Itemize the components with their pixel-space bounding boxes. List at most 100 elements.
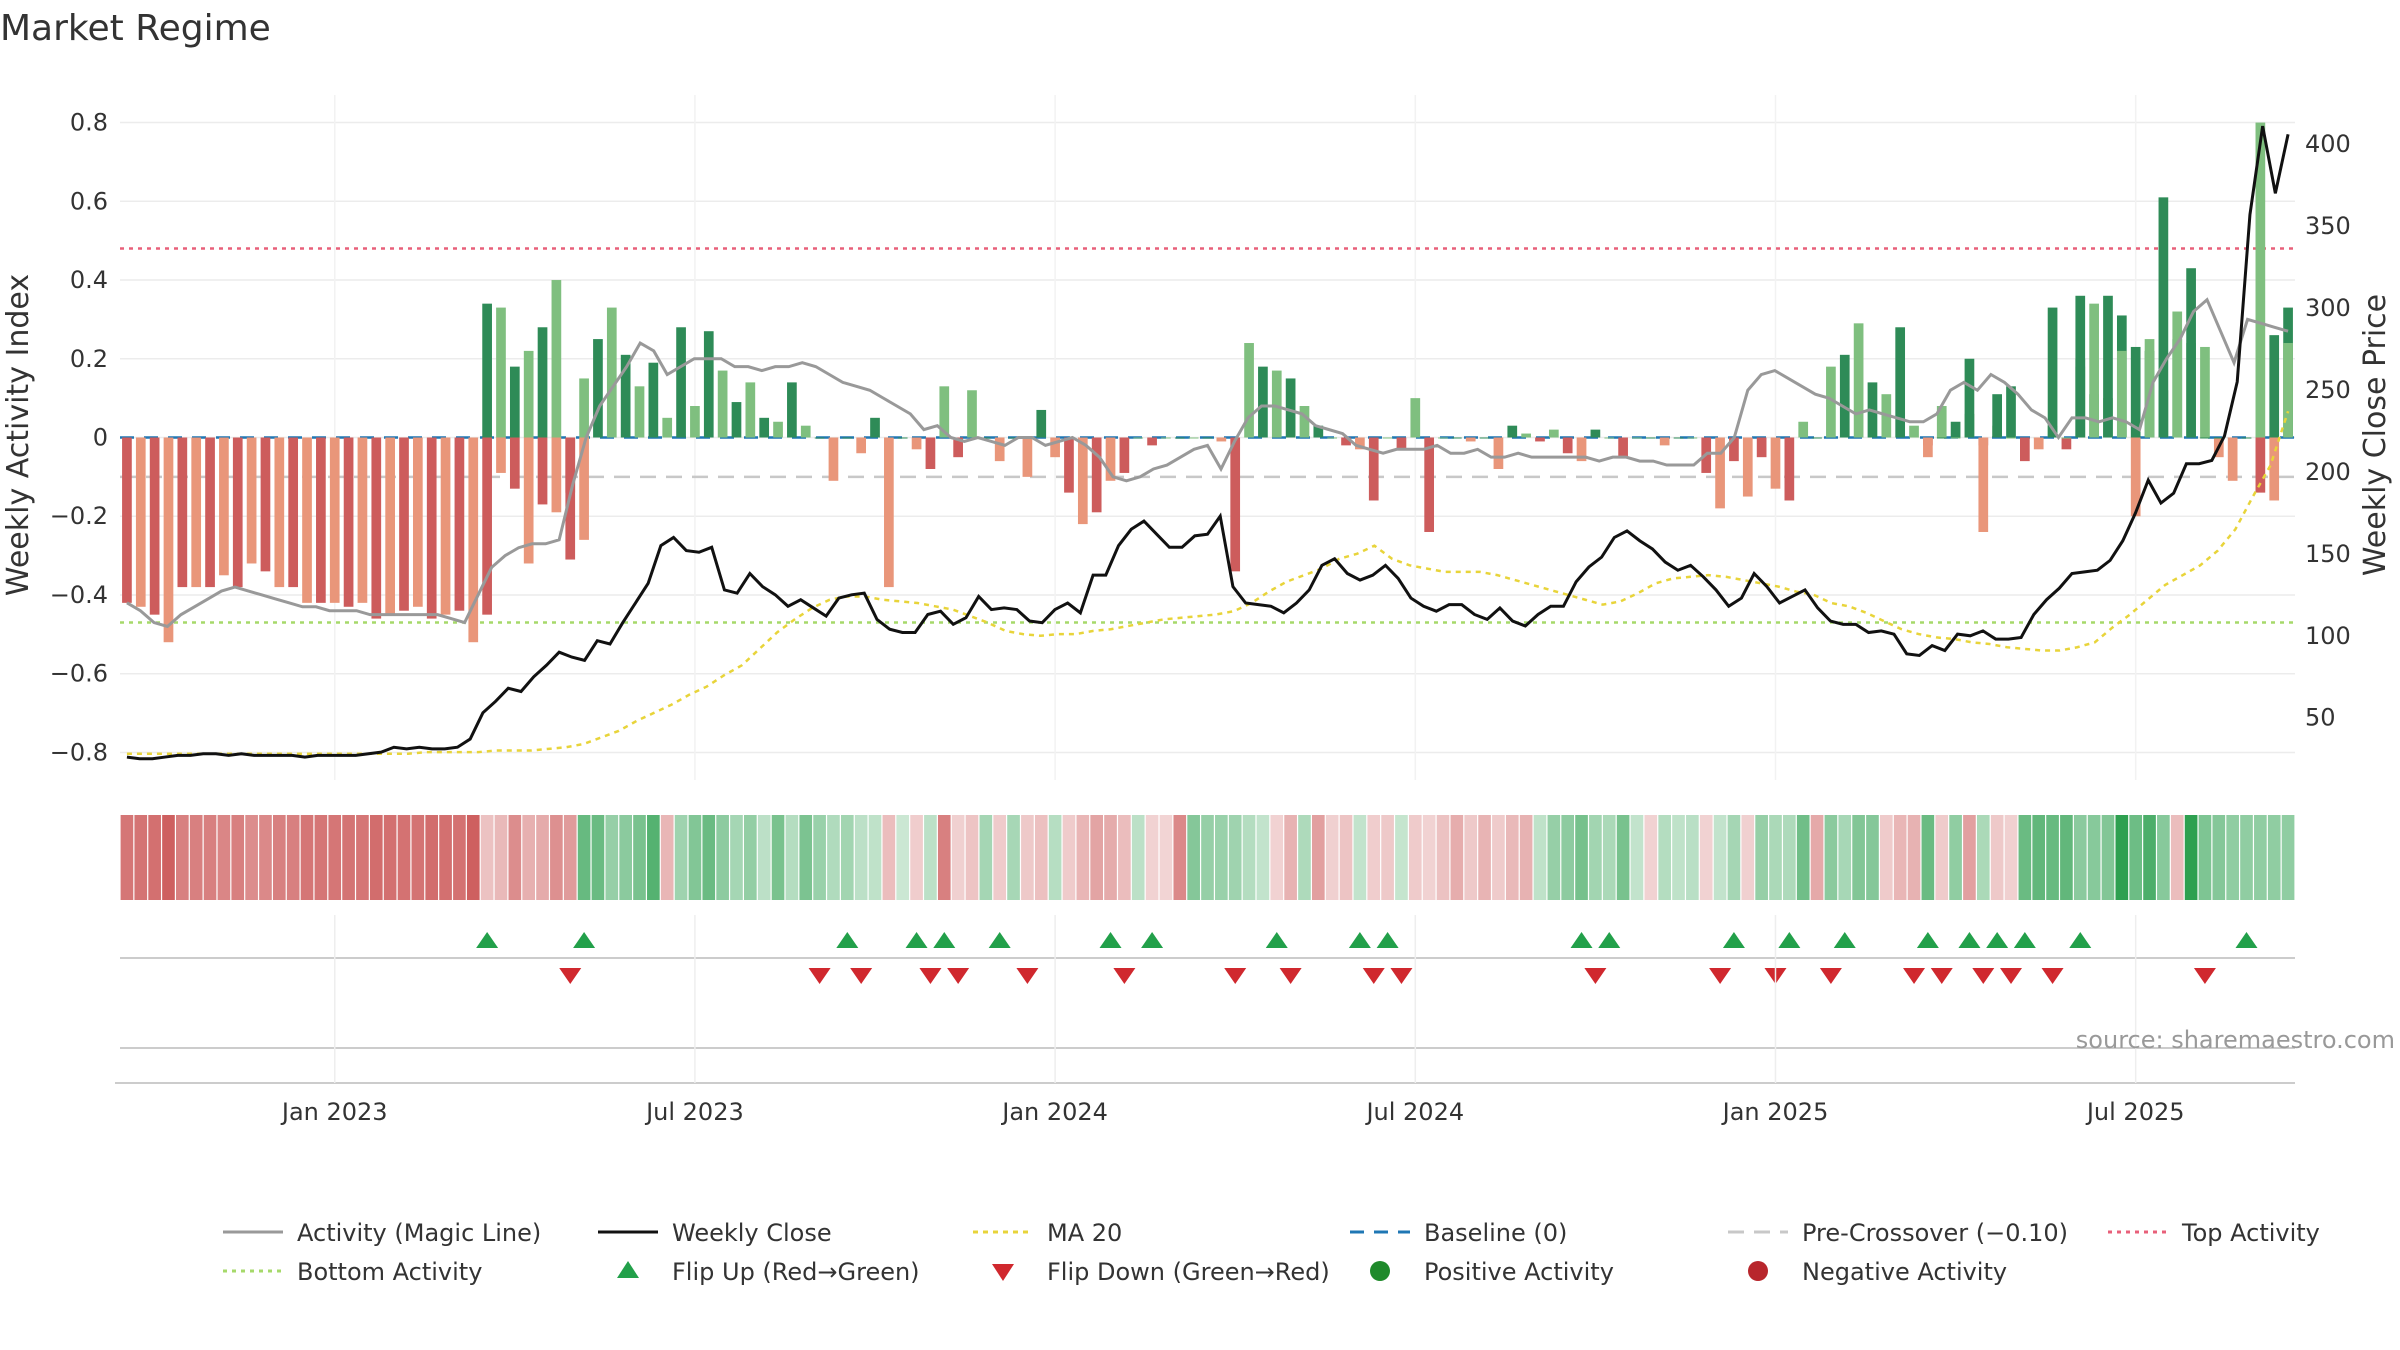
activity-bar [2255, 437, 2266, 493]
regime-cell [1879, 815, 1893, 900]
regime-cell [2143, 815, 2156, 900]
y2-tick-label: 50 [2305, 704, 2336, 732]
flip-down-marker [850, 968, 873, 984]
activity-bar [1368, 437, 1379, 501]
legend-item-flipdown: Flip Down (Green→Red) [992, 1258, 1330, 1286]
ma20-line [126, 410, 2290, 756]
activity-bar [163, 437, 174, 643]
activity-bar [1133, 437, 1144, 439]
activity-bar [2227, 437, 2238, 481]
activity-bar [2144, 339, 2155, 438]
flip-down-marker [1016, 968, 1039, 984]
legend-item-top: Top Activity [2108, 1219, 2320, 1247]
activity-bar [2061, 437, 2072, 450]
regime-cell [2129, 815, 2143, 900]
regime-cell [217, 815, 231, 900]
regime-cell [1021, 815, 1034, 900]
y-tick-label: 0.4 [70, 266, 108, 294]
regime-cell [286, 815, 300, 900]
activity-bar [1632, 437, 1642, 439]
regime-cell [1159, 815, 1173, 900]
regime-cell [1118, 815, 1131, 900]
regime-cell [1422, 815, 1436, 900]
activity-bar [1839, 354, 1850, 438]
regime-cell [2115, 815, 2129, 900]
x-tick-label: Jan 2023 [280, 1098, 388, 1126]
activity-bar [1091, 437, 1102, 513]
regime-cell [771, 815, 785, 900]
activity-bar [454, 437, 465, 611]
regime-cell [1090, 815, 1103, 900]
regime-cell [1963, 815, 1976, 900]
activity-bar [1244, 343, 1254, 438]
activity-bar [579, 378, 589, 438]
flip-down-marker [2041, 968, 2064, 984]
regime-cell [2046, 815, 2059, 900]
flip-up-marker [1099, 932, 1122, 948]
activity-bar [2020, 437, 2030, 462]
regime-cell [2087, 815, 2101, 900]
legend-item-pos: Positive Activity [1370, 1258, 1614, 1286]
regime-cell [1796, 815, 1810, 900]
flip-markers [120, 932, 2295, 984]
legend-item-bottom: Bottom Activity [223, 1258, 482, 1286]
activity-bar [828, 437, 839, 481]
y2-tick-label: 300 [2305, 294, 2351, 322]
regime-cell [1215, 815, 1228, 900]
regime-cell [1007, 815, 1020, 900]
regime-cell [1575, 815, 1588, 900]
activity-bar [1174, 437, 1185, 439]
activity-bar [1562, 437, 1573, 454]
activity-bar [1548, 429, 1559, 438]
regime-cell [356, 815, 369, 900]
flip-up-marker [1376, 932, 1399, 948]
activity-bar [1493, 437, 1504, 469]
flip-down-marker [1279, 968, 1302, 984]
legend-item-flipup: Flip Up (Red→Green) [617, 1258, 920, 1286]
activity-bar [1382, 437, 1393, 439]
x-axis: Jan 2023 Jul 2023 Jan 2024 Jul 2024 Jan 2025… [115, 915, 2295, 1126]
activity-bar [1618, 437, 1628, 458]
flip-up-marker [1265, 932, 1288, 948]
activity-bar [800, 425, 811, 438]
activity-bar [980, 437, 991, 439]
regime-cell [2184, 815, 2198, 900]
activity-bar [523, 350, 534, 438]
regime-cell [730, 815, 743, 900]
activity-bar [1258, 366, 1268, 438]
regime-cell [591, 815, 605, 900]
legend-label: Pre-Crossover (−0.10) [1802, 1219, 2068, 1247]
regime-cell [1686, 815, 1699, 900]
activity-bar [1438, 437, 1448, 439]
activity-bar [2255, 122, 2266, 438]
regime-cell [799, 815, 813, 900]
activity-bar [1410, 398, 1421, 438]
regime-cell [1325, 815, 1339, 900]
regime-cell [1187, 815, 1200, 900]
activity-bar [371, 437, 382, 619]
activity-bar [1452, 437, 1462, 439]
flip-up-marker [1570, 932, 1593, 948]
y2-tick-label: 250 [2305, 376, 2351, 404]
regime-cell [203, 815, 217, 900]
regime-cell [176, 815, 189, 900]
regime-cell [1949, 815, 1962, 900]
activity-bar [1673, 437, 1684, 439]
activity-bar [2200, 437, 2210, 439]
activity-bar [1161, 437, 1171, 439]
y-axis-ticks: 0.8 0.6 0.4 0.2 0 −0.2 −0.4 −0.6 −0.8 [50, 109, 108, 767]
activity-bar [468, 437, 479, 643]
regime-cell [660, 815, 674, 900]
regime-cell [1312, 815, 1325, 900]
activity-bar [634, 386, 645, 438]
activity-bar [2158, 197, 2169, 438]
flip-down-marker [1903, 968, 1926, 984]
activity-bar [2089, 303, 2099, 438]
legend-label: Weekly Close [672, 1219, 832, 1247]
activity-bar [2269, 335, 2280, 438]
flip-up-marker [476, 932, 499, 948]
regime-cell [342, 815, 355, 900]
activity-bar [551, 280, 562, 438]
activity-bar [703, 331, 714, 438]
regime-cell [1769, 815, 1782, 900]
